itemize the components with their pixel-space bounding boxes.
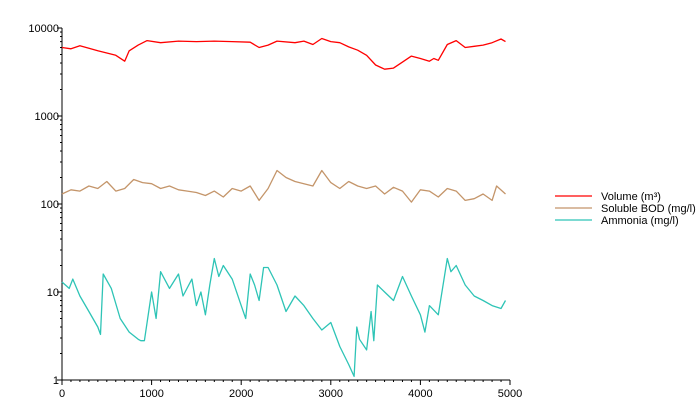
y-tick-label: 10000 <box>28 23 59 35</box>
x-tick-label: 1000 <box>139 388 163 400</box>
x-tick-label: 3000 <box>319 388 343 400</box>
legend-label-2: Soluble BOD (mg/l) <box>601 203 696 215</box>
series-line-3 <box>61 257 507 378</box>
legend: Volume (m³)Soluble BOD (mg/l)Ammonia (mg… <box>555 191 696 227</box>
y-tick-label: 1 <box>53 375 59 387</box>
series-line-2 <box>61 169 506 203</box>
axes: 1 10 100 1000 10000 0 1000 2000 3000 4000 5000 <box>28 23 522 400</box>
legend-label-3: Ammonia (mg/l) <box>601 215 679 227</box>
legend-label-1: Volume (m³) <box>601 191 661 203</box>
x-tick-label: 0 <box>59 388 65 400</box>
y-tick-label: 10 <box>47 287 59 299</box>
x-tick-label: 4000 <box>408 388 432 400</box>
plot-lines <box>61 37 507 378</box>
y-tick-label: 100 <box>41 199 59 211</box>
y-tick-label: 1000 <box>35 111 59 123</box>
series-line-1 <box>61 37 506 70</box>
x-tick-label: 2000 <box>229 388 253 400</box>
x-tick-label: 5000 <box>498 388 522 400</box>
